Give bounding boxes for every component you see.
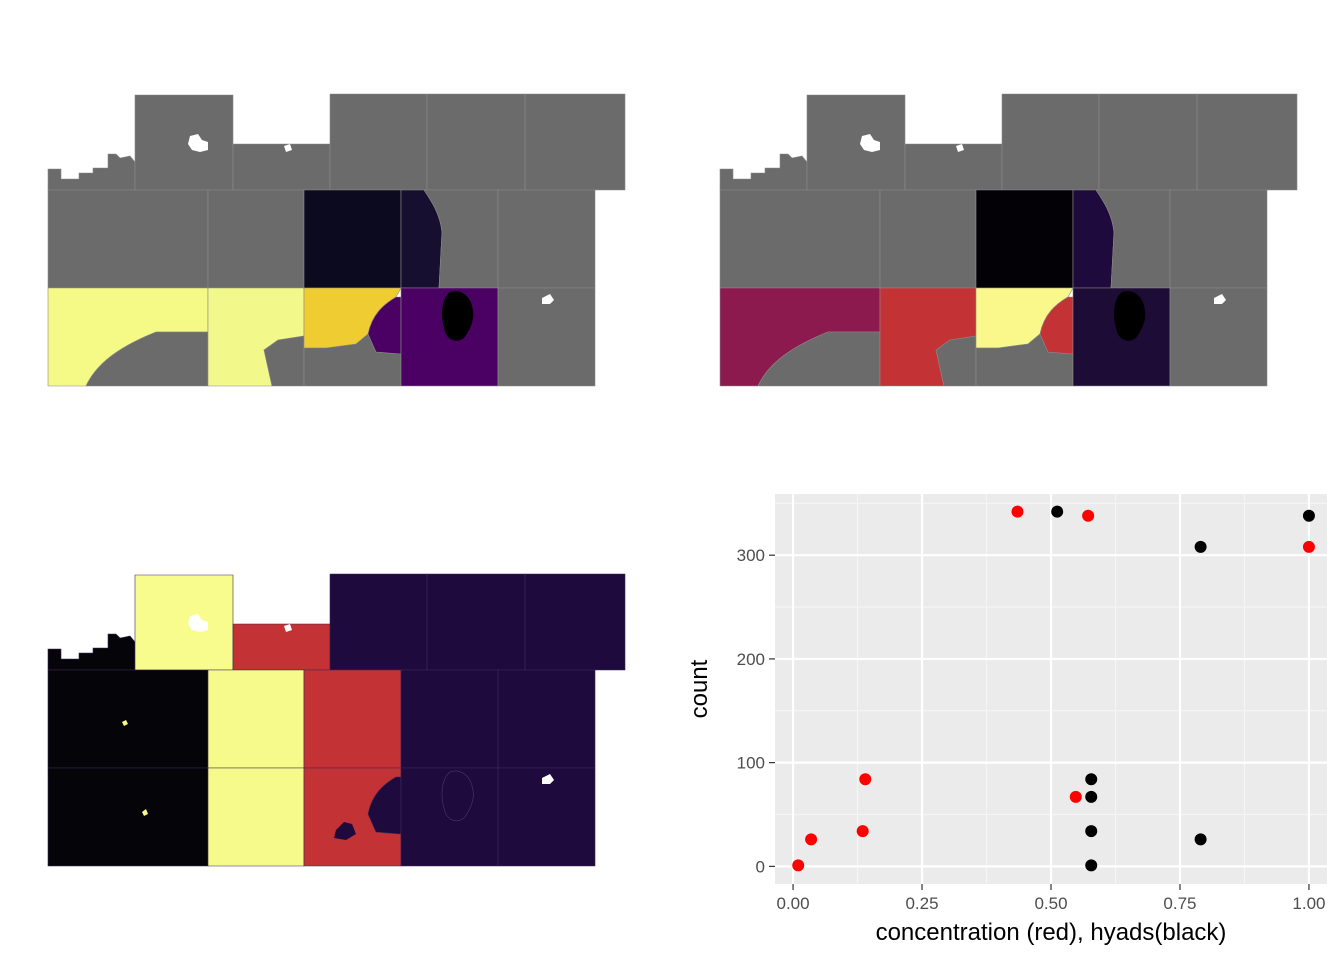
red-point bbox=[792, 859, 805, 872]
lake-tr bbox=[1114, 290, 1146, 341]
lake-bl bbox=[441, 770, 474, 821]
black-point bbox=[1085, 859, 1098, 872]
county-bl-r1-c bbox=[329, 573, 428, 671]
county-tl-r1-a bbox=[134, 94, 234, 191]
city-bl-dark bbox=[334, 822, 356, 840]
county-tl-r3-c-patch bbox=[367, 296, 402, 355]
county-bl-r1-e bbox=[524, 573, 626, 671]
county-tl-r3-e bbox=[497, 287, 596, 387]
county-tr-r3-e bbox=[1169, 287, 1268, 387]
county-tl-r1-d bbox=[426, 93, 526, 191]
data-points bbox=[792, 505, 1315, 872]
county-bl-r3-e bbox=[497, 767, 596, 867]
county-tr-r2-c bbox=[975, 189, 1074, 289]
axis-ticks: 0.00 0.25 0.50 0.75 1.00 0 100 200 300 bbox=[737, 546, 1326, 913]
x-tick-label: 0.25 bbox=[905, 894, 938, 913]
county-bl-r3-c-patch bbox=[367, 776, 402, 835]
y-axis-title: count bbox=[686, 659, 713, 718]
county-tl-r3-a-gray bbox=[85, 331, 209, 387]
county-tl-r2-a bbox=[47, 189, 209, 289]
hole-tl-2 bbox=[284, 144, 292, 152]
county-tr-r1-b bbox=[904, 143, 1003, 191]
red-point bbox=[859, 773, 872, 786]
county-bl-r3-b bbox=[207, 767, 305, 867]
red-point bbox=[1069, 790, 1082, 803]
hole-bl-1 bbox=[188, 614, 208, 632]
y-tick-label: 0 bbox=[756, 857, 765, 876]
map-top-left-panel bbox=[46, 92, 628, 393]
county-tr-r2-b bbox=[879, 189, 977, 289]
x-axis-title: concentration (red), hyads(black) bbox=[876, 919, 1227, 946]
county-bl-r3-a bbox=[47, 767, 209, 867]
red-point bbox=[805, 833, 818, 846]
x-tick-label: 0.50 bbox=[1034, 894, 1067, 913]
county-tr-r1-a bbox=[806, 94, 906, 191]
hole-bl-2 bbox=[284, 624, 292, 632]
scatter-panel: 0.00 0.25 0.50 0.75 1.00 0 100 200 300 concentra… bbox=[680, 482, 1340, 955]
county-bl-r2-b bbox=[207, 669, 305, 769]
red-point bbox=[1302, 540, 1315, 553]
hole-tl-3 bbox=[542, 294, 554, 304]
x-tick-label: 0.75 bbox=[1163, 894, 1196, 913]
black-point bbox=[1085, 773, 1098, 786]
scatter-plot: 0.00 0.25 0.50 0.75 1.00 0 100 200 300 concentra… bbox=[686, 494, 1327, 946]
county-tl-r2-b bbox=[207, 189, 305, 289]
county-tl-r1-sw bbox=[47, 153, 136, 191]
hole-tl-1 bbox=[188, 134, 208, 152]
county-tr-r1-e bbox=[1196, 93, 1298, 191]
red-point bbox=[856, 825, 869, 838]
map-bottom-left-panel bbox=[46, 572, 628, 873]
county-bl-r2-e bbox=[497, 669, 596, 769]
black-point bbox=[1302, 509, 1315, 522]
county-tl-r2-c bbox=[303, 189, 402, 289]
red-point bbox=[1082, 509, 1095, 522]
lake-tl bbox=[442, 290, 474, 341]
hole-tr-2 bbox=[956, 144, 964, 152]
hole-tr-1 bbox=[860, 134, 880, 152]
county-tr-r1-sw bbox=[719, 153, 808, 191]
county-tr-r3-c-patch bbox=[1039, 296, 1074, 355]
county-tl-r2-e bbox=[497, 189, 596, 289]
highlight-bl-1 bbox=[122, 720, 128, 726]
x-tick-label: 0.00 bbox=[777, 894, 810, 913]
county-tl-r1-b bbox=[232, 143, 331, 191]
county-tr-r3-a-gray bbox=[757, 331, 881, 387]
county-tr-r1-d bbox=[1098, 93, 1198, 191]
red-point bbox=[1011, 505, 1024, 518]
county-bl-r1-a bbox=[134, 574, 234, 671]
county-bl-r1-d bbox=[426, 573, 526, 671]
map-top-right-panel bbox=[718, 92, 1300, 393]
county-tl-r1-c bbox=[329, 93, 428, 191]
county-bl-r1-b bbox=[232, 623, 331, 671]
hole-bl-3 bbox=[542, 774, 554, 784]
y-tick-label: 200 bbox=[737, 650, 765, 669]
county-tr-r1-c bbox=[1001, 93, 1100, 191]
y-tick-label: 300 bbox=[737, 546, 765, 565]
major-gridlines bbox=[775, 494, 1327, 884]
map-top-right bbox=[719, 93, 1298, 387]
hole-tr-3 bbox=[1214, 294, 1226, 304]
black-point bbox=[1085, 825, 1098, 838]
county-bl-r2-c bbox=[303, 669, 402, 769]
county-bl-r1-sw bbox=[47, 633, 136, 671]
highlight-bl-2 bbox=[142, 809, 148, 816]
county-bl-r2-d bbox=[400, 669, 499, 769]
county-tr-r3-b-gray bbox=[935, 335, 977, 387]
county-tl-r3-b-gray bbox=[263, 335, 305, 387]
county-bl-r2-a bbox=[47, 669, 209, 769]
map-bottom-left bbox=[47, 573, 626, 867]
black-point bbox=[1194, 833, 1207, 846]
county-tl-r1-e bbox=[524, 93, 626, 191]
county-tr-r2-a bbox=[719, 189, 881, 289]
black-point bbox=[1051, 505, 1064, 518]
black-point bbox=[1194, 540, 1207, 553]
x-tick-label: 1.00 bbox=[1292, 894, 1325, 913]
black-point bbox=[1085, 790, 1098, 803]
county-tr-r2-e bbox=[1169, 189, 1268, 289]
map-top-left bbox=[47, 93, 626, 387]
y-tick-label: 100 bbox=[737, 754, 765, 773]
